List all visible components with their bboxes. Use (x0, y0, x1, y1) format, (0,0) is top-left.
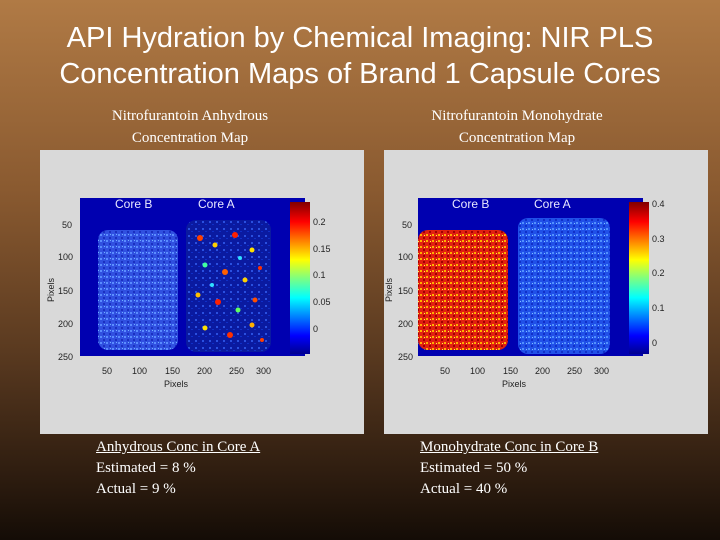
left-panel-title-line2: Concentration Map (131, 130, 249, 146)
left-cbar-tick-4: 0 (313, 324, 318, 334)
right-y-axis-label: Pixels (384, 278, 394, 303)
slide-title-line2: Concentration Maps of Brand 1 Capsule Co… (59, 58, 661, 90)
right-core-a-label: Core A (534, 197, 571, 211)
left-core-a-label: Core A (198, 197, 235, 211)
right-colorbar-ticks: 0.4 0.3 0.2 0.1 0 (652, 199, 665, 348)
left-y-ticks: 50 100 150 200 250 (58, 220, 73, 362)
right-x-tick-3: 200 (535, 366, 550, 376)
left-panel-title: Nitrofurantoin Anhydrous Concentration M… (45, 105, 335, 149)
right-panel-title-line1: Nitrofurantoin Monohydrate (431, 108, 603, 124)
left-x-tick-0: 50 (102, 366, 112, 376)
left-map-figure: Core B Core A 50 100 150 200 250 Pixels … (46, 197, 331, 389)
right-core-b-label: Core B (452, 197, 489, 211)
right-colorbar (629, 202, 649, 354)
right-cbar-tick-4: 0 (652, 338, 657, 348)
right-caption-actual: Actual = 40 % (420, 481, 508, 497)
right-caption-heading: Monohydrate Conc in Core B (420, 439, 599, 455)
left-x-tick-4: 250 (229, 366, 244, 376)
right-y-ticks: 50 100 150 200 250 (398, 220, 413, 362)
right-x-tick-1: 100 (470, 366, 485, 376)
right-y-tick-3: 200 (398, 319, 413, 329)
left-caption-actual: Actual = 9 % (96, 481, 176, 497)
left-cbar-tick-1: 0.15 (313, 244, 331, 254)
right-cbar-tick-0: 0.4 (652, 199, 665, 209)
left-core-b-image (98, 230, 178, 350)
slide-title-line1: API Hydration by Chemical Imaging: NIR P… (66, 22, 654, 54)
left-y-tick-4: 250 (58, 352, 73, 362)
right-y-tick-0: 50 (402, 220, 412, 230)
left-y-tick-3: 200 (58, 319, 73, 329)
right-caption: Monohydrate Conc in Core B Estimated = 5… (420, 437, 598, 500)
left-cbar-tick-2: 0.1 (313, 270, 326, 280)
left-caption-heading: Anhydrous Conc in Core A (96, 439, 261, 455)
left-concentration-map-panel: Core B Core A 50 100 150 200 250 Pixels … (40, 150, 364, 434)
right-y-tick-2: 150 (398, 286, 413, 296)
right-cbar-tick-3: 0.1 (652, 303, 665, 313)
left-y-axis-label: Pixels (46, 278, 56, 303)
right-y-tick-4: 250 (398, 352, 413, 362)
left-core-a-hotspots (195, 232, 264, 342)
left-x-tick-1: 100 (132, 366, 147, 376)
right-x-axis-label: Pixels (502, 379, 527, 389)
right-concentration-map-panel: Core B Core A 50 100 150 200 250 Pixels … (384, 150, 708, 434)
left-cbar-tick-3: 0.05 (313, 297, 331, 307)
left-x-tick-2: 150 (165, 366, 180, 376)
right-core-a-image (518, 218, 610, 354)
left-colorbar (290, 202, 310, 354)
right-x-tick-4: 250 (567, 366, 582, 376)
right-cbar-tick-1: 0.3 (652, 234, 665, 244)
right-x-ticks: 50 100 150 200 250 300 (440, 366, 609, 376)
right-cbar-tick-2: 0.2 (652, 268, 665, 278)
left-y-tick-2: 150 (58, 286, 73, 296)
left-y-tick-0: 50 (62, 220, 72, 230)
right-panel-title-line2: Concentration Map (458, 130, 576, 146)
right-caption-estimated: Estimated = 50 % (420, 460, 528, 476)
right-y-tick-1: 100 (398, 252, 413, 262)
left-y-tick-1: 100 (58, 252, 73, 262)
left-core-a-image (186, 220, 271, 352)
right-map-figure: Core B Core A 50 100 150 200 250 Pixels … (384, 197, 665, 389)
right-x-tick-0: 50 (440, 366, 450, 376)
left-colorbar-ticks: 0.2 0.15 0.1 0.05 0 (313, 217, 331, 334)
right-x-tick-2: 150 (503, 366, 518, 376)
right-panel-title: Nitrofurantoin Monohydrate Concentration… (372, 105, 662, 149)
left-x-tick-3: 200 (197, 366, 212, 376)
left-x-tick-5: 300 (256, 366, 271, 376)
left-panel-title-line1: Nitrofurantoin Anhydrous (111, 108, 269, 124)
left-caption: Anhydrous Conc in Core A Estimated = 8 %… (96, 437, 260, 500)
left-core-b-label: Core B (115, 197, 152, 211)
left-cbar-tick-0: 0.2 (313, 217, 326, 227)
left-caption-estimated: Estimated = 8 % (96, 460, 196, 476)
right-x-tick-5: 300 (594, 366, 609, 376)
slide-title: API Hydration by Chemical Imaging: NIR P… (0, 20, 720, 92)
left-x-axis-label: Pixels (164, 379, 189, 389)
left-x-ticks: 50 100 150 200 250 300 (102, 366, 271, 376)
right-core-b-image (418, 230, 508, 350)
